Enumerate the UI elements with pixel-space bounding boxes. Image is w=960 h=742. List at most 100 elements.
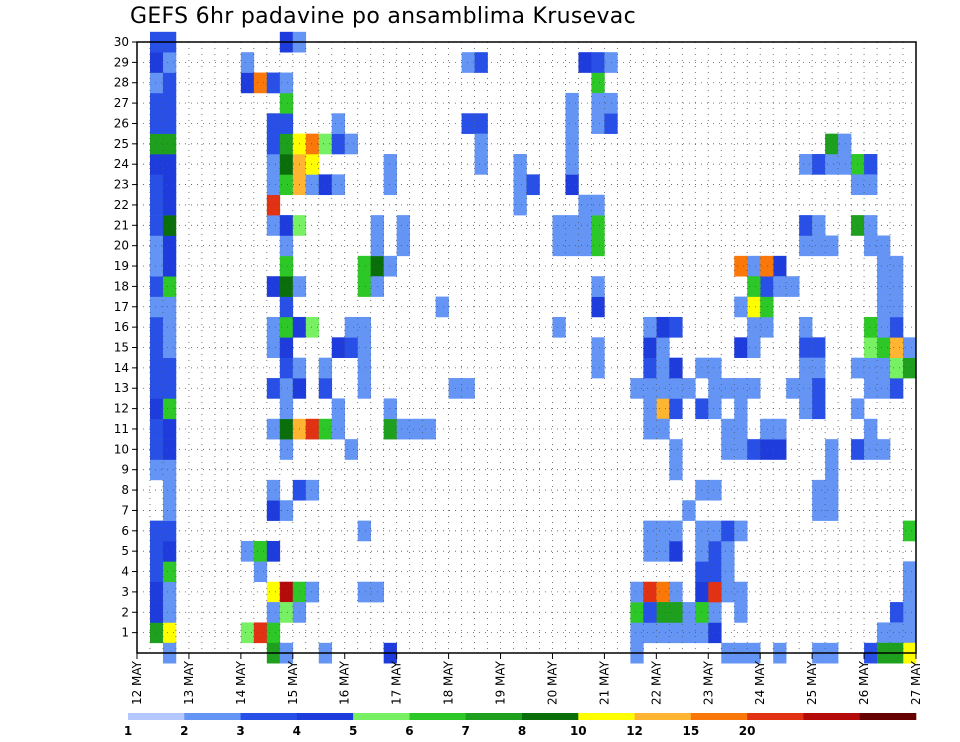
precip-cell bbox=[149, 337, 164, 358]
x-tick-label: 16 MAY bbox=[338, 660, 352, 705]
precip-cell bbox=[877, 235, 891, 257]
precip-cell bbox=[279, 296, 294, 318]
precip-cell bbox=[149, 154, 164, 175]
precip-cell bbox=[253, 622, 268, 644]
precip-cell bbox=[266, 418, 281, 440]
precip-cell bbox=[591, 194, 605, 216]
precip-cell bbox=[656, 316, 670, 338]
precip-cell bbox=[279, 255, 294, 277]
precip-cell bbox=[552, 215, 566, 236]
precip-cell bbox=[903, 337, 917, 358]
precip-cell bbox=[708, 581, 722, 603]
precip-cell bbox=[318, 418, 333, 440]
precip-cell bbox=[812, 378, 826, 399]
y-tick-label: 1 bbox=[121, 626, 129, 640]
precip-cell bbox=[318, 378, 333, 399]
precip-cell bbox=[396, 215, 410, 236]
precip-cell bbox=[864, 337, 878, 358]
precip-cell bbox=[513, 154, 527, 175]
precip-cell bbox=[669, 316, 683, 338]
y-tick-label: 20 bbox=[114, 239, 129, 253]
precip-cell bbox=[162, 316, 177, 338]
precip-cell bbox=[877, 378, 891, 399]
y-tick-label: 28 bbox=[114, 76, 129, 90]
precip-cell bbox=[643, 398, 657, 420]
precip-cell bbox=[162, 418, 177, 440]
precip-cell bbox=[162, 215, 177, 236]
precip-cell bbox=[149, 581, 164, 603]
precip-cell bbox=[734, 439, 748, 460]
precip-cell bbox=[656, 602, 670, 623]
precip-cell bbox=[149, 255, 164, 277]
chart-title: GEFS 6hr padavine po ansamblima Krusevac bbox=[130, 4, 636, 29]
precip-cell bbox=[669, 357, 683, 379]
precip-cell bbox=[279, 439, 294, 460]
precip-cell bbox=[279, 276, 294, 297]
precip-cell bbox=[318, 133, 333, 155]
precip-cell bbox=[890, 378, 904, 399]
precip-cell bbox=[669, 398, 683, 420]
precip-cell bbox=[266, 479, 281, 501]
precip-cell bbox=[591, 235, 605, 257]
precip-cell bbox=[279, 378, 294, 399]
precip-cell bbox=[890, 357, 904, 379]
precip-cell bbox=[344, 439, 359, 460]
precip-cell bbox=[253, 72, 268, 94]
y-tick-label: 6 bbox=[121, 524, 129, 538]
precip-cell bbox=[149, 459, 164, 481]
precip-cell bbox=[864, 215, 878, 236]
precip-cell bbox=[565, 154, 579, 175]
precip-cell bbox=[162, 602, 177, 623]
precip-cell bbox=[786, 378, 800, 399]
y-tick-label: 12 bbox=[114, 402, 129, 416]
colorbar-swatch bbox=[184, 713, 241, 720]
precip-cell bbox=[656, 581, 670, 603]
precip-cell bbox=[708, 378, 722, 399]
precip-cell bbox=[357, 581, 371, 603]
precip-cell bbox=[890, 622, 904, 644]
precip-cell bbox=[149, 418, 164, 440]
precip-cell bbox=[578, 52, 592, 73]
colorbar-label: 15 bbox=[683, 724, 700, 738]
y-tick-label: 3 bbox=[121, 585, 129, 599]
precip-cell bbox=[682, 622, 696, 644]
precip-cell bbox=[643, 378, 657, 399]
precip-cell bbox=[383, 154, 397, 175]
precip-cell bbox=[331, 418, 346, 440]
precip-cell bbox=[266, 174, 281, 196]
precip-cell bbox=[734, 602, 748, 623]
precip-cell bbox=[149, 540, 164, 562]
precip-cell bbox=[734, 337, 748, 358]
precip-cell bbox=[747, 255, 761, 277]
precip-cell bbox=[812, 215, 826, 236]
precip-cell bbox=[162, 357, 177, 379]
y-tick-label: 18 bbox=[114, 279, 129, 293]
precip-cell bbox=[643, 622, 657, 644]
precip-cell bbox=[162, 520, 177, 542]
precip-cell bbox=[578, 215, 592, 236]
precip-cell bbox=[890, 276, 904, 297]
precip-cell bbox=[357, 276, 371, 297]
precip-cell bbox=[266, 316, 281, 338]
precip-cell bbox=[162, 133, 177, 155]
precip-cell bbox=[396, 418, 410, 440]
precip-cell bbox=[591, 296, 605, 318]
precip-cell bbox=[760, 255, 774, 277]
precip-cell bbox=[591, 337, 605, 358]
precip-cell bbox=[877, 276, 891, 297]
precip-cell bbox=[760, 418, 774, 440]
y-tick-label: 24 bbox=[114, 157, 129, 171]
colorbar-label: 5 bbox=[349, 724, 357, 738]
x-tick-label: 14 MAY bbox=[234, 660, 248, 705]
precip-cell bbox=[721, 581, 735, 603]
colorbar-swatch bbox=[747, 713, 804, 720]
precip-cell bbox=[864, 316, 878, 338]
colorbar-swatch bbox=[578, 713, 635, 720]
precip-cell bbox=[864, 235, 878, 257]
precip-cell bbox=[162, 479, 177, 501]
precip-cell bbox=[669, 459, 683, 481]
precip-cell bbox=[279, 602, 294, 623]
precip-cell bbox=[461, 113, 475, 134]
precip-cell bbox=[305, 316, 320, 338]
precip-cell bbox=[630, 622, 644, 644]
